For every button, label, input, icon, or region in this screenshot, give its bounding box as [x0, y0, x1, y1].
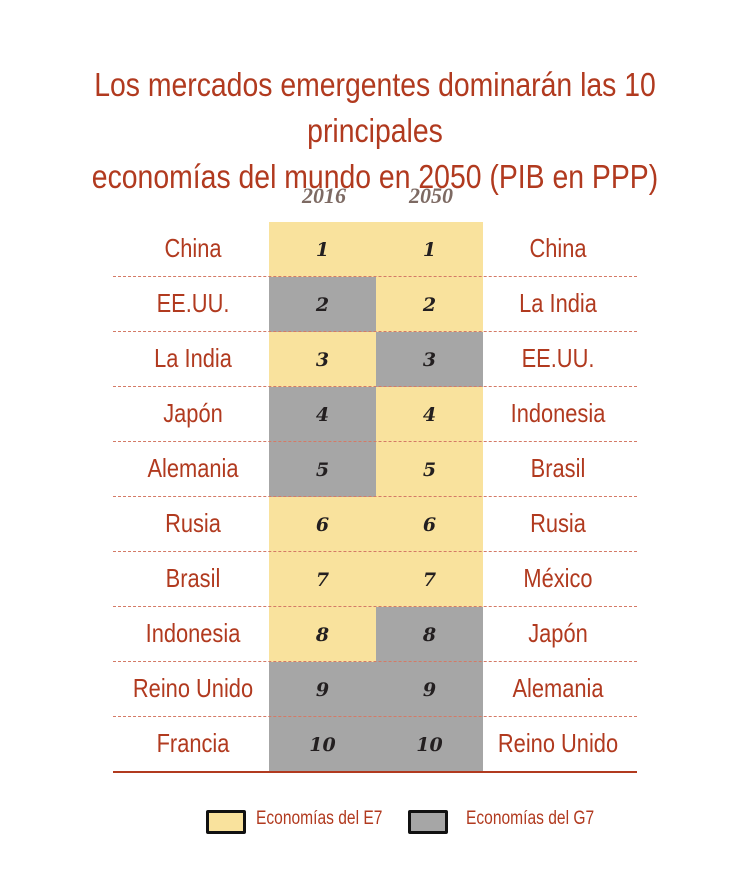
- legend-label-g7: Economías del G7: [466, 808, 595, 829]
- country-2016: Reino Unido: [132, 673, 254, 703]
- rank-cell-2016: 1: [269, 222, 376, 277]
- rank-cell-2050: 3: [376, 332, 483, 387]
- row-divider: [113, 771, 637, 773]
- column-header-2050: 2050: [409, 183, 453, 208]
- chart-title-line-2: economías del mundo en 2050 (PIB en PPP): [91, 158, 659, 195]
- rank-cell-2050: 7: [376, 552, 483, 607]
- rank-cell-2016: 6: [269, 497, 376, 552]
- country-2050: Indonesia: [510, 398, 606, 428]
- row-divider: [113, 386, 637, 387]
- rank-cell-2016: 3: [269, 332, 376, 387]
- rank-cell-2016: 9: [269, 662, 376, 717]
- row-divider: [113, 496, 637, 497]
- row-divider: [113, 716, 637, 717]
- country-2016: Brasil: [165, 563, 221, 593]
- column-header-2016: 2016: [302, 183, 346, 208]
- legend-swatch-e7: [206, 810, 246, 834]
- chart-title-line-1: Los mercados emergentes dominarán las 10…: [94, 66, 656, 149]
- country-2050: Reino Unido: [497, 728, 619, 758]
- chart-title: Los mercados emergentes dominarán las 10…: [53, 62, 698, 200]
- rank-cell-2016: 4: [269, 387, 376, 442]
- country-2016: Rusia: [165, 508, 221, 538]
- country-2050: La India: [519, 288, 597, 318]
- country-2016: Indonesia: [145, 618, 241, 648]
- country-2016: Alemania: [147, 453, 239, 483]
- country-2050: México: [523, 563, 593, 593]
- country-2050: China: [529, 233, 587, 263]
- row-divider: [113, 551, 637, 552]
- country-2050: Brasil: [530, 453, 586, 483]
- country-2050: EE.UU.: [521, 343, 595, 373]
- row-divider: [113, 606, 637, 607]
- rank-cell-2050: 1: [376, 222, 483, 277]
- rank-cell-2016: 5: [269, 442, 376, 497]
- rank-cell-2050: 6: [376, 497, 483, 552]
- rank-cell-2050: 10: [376, 717, 483, 772]
- country-2016: EE.UU.: [156, 288, 230, 318]
- country-2050: Alemania: [512, 673, 604, 703]
- rank-cell-2050: 4: [376, 387, 483, 442]
- country-2050: Rusia: [530, 508, 586, 538]
- rank-cell-2050: 5: [376, 442, 483, 497]
- rank-cell-2016: 10: [269, 717, 376, 772]
- country-2050: Japón: [528, 618, 588, 648]
- legend-label-e7: Economías del E7: [256, 808, 383, 829]
- country-2016: China: [164, 233, 222, 263]
- rank-cell-2050: 9: [376, 662, 483, 717]
- row-divider: [113, 331, 637, 332]
- row-divider: [113, 441, 637, 442]
- rank-cell-2016: 2: [269, 277, 376, 332]
- rank-cell-2050: 2: [376, 277, 483, 332]
- rank-cell-2050: 8: [376, 607, 483, 662]
- country-2016: Japón: [163, 398, 223, 428]
- country-2016: Francia: [156, 728, 230, 758]
- legend-swatch-g7: [408, 810, 448, 834]
- rank-cell-2016: 7: [269, 552, 376, 607]
- rank-cell-2016: 8: [269, 607, 376, 662]
- country-2016: La India: [154, 343, 232, 373]
- row-divider: [113, 276, 637, 277]
- row-divider: [113, 661, 637, 662]
